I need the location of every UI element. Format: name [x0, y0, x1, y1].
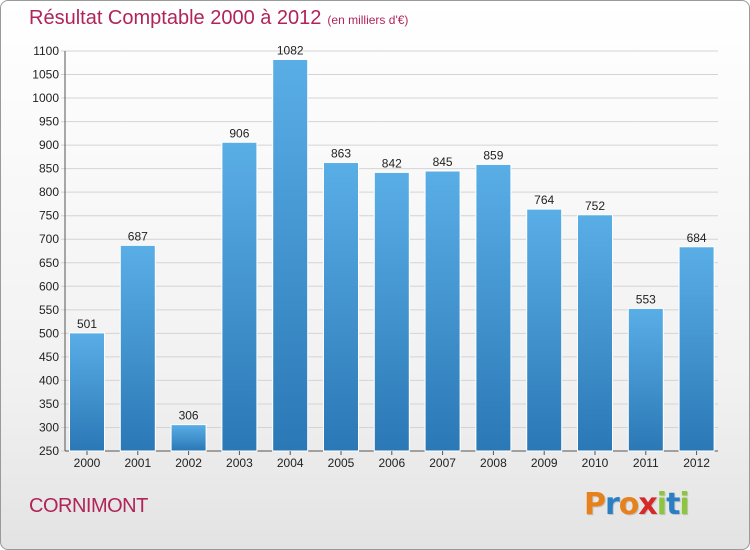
data-label-2002: 306	[179, 409, 199, 423]
y-tick-label: 700	[39, 232, 59, 246]
bar-2003	[221, 141, 258, 452]
data-labels: 501 687 306 906 1082 863 842 845 859 764 752 553 684	[77, 43, 707, 422]
data-label-2010: 752	[585, 199, 605, 213]
y-tick-label: 800	[39, 185, 59, 199]
y-tick-label: 1000	[32, 91, 59, 105]
proxiti-logo[interactable]: Proxiti	[584, 487, 690, 522]
y-tick-label: 400	[39, 373, 59, 387]
y-tick-label: 500	[39, 326, 59, 340]
y-tick-label: 950	[39, 115, 59, 129]
data-label-2000: 501	[77, 317, 97, 331]
y-tick-label: 900	[39, 138, 59, 152]
bar-2011	[627, 307, 664, 452]
logo-letter: P	[584, 487, 606, 522]
x-tick-label-2002: 2002	[175, 456, 202, 470]
y-tick-labels: 250 300 350 400 450 500 550 600 650 700 750 800 850 9…	[32, 44, 59, 458]
data-label-2009: 764	[534, 193, 554, 207]
y-tick-label: 1100	[33, 44, 59, 58]
data-label-2011: 553	[636, 292, 656, 306]
x-tick-label-2000: 2000	[74, 456, 101, 470]
data-label-2005: 863	[331, 147, 351, 161]
data-label-2006: 842	[382, 156, 402, 170]
bar-2008	[475, 163, 512, 452]
data-label-2008: 859	[483, 148, 503, 162]
y-tick-label: 350	[39, 397, 59, 411]
bar-2007	[424, 170, 461, 452]
y-tick-label: 650	[39, 256, 59, 270]
x-tick-label-2004: 2004	[277, 456, 304, 470]
x-tick-label-2006: 2006	[378, 456, 405, 470]
x-tick-label-2010: 2010	[582, 456, 609, 470]
x-tick-label-2001: 2001	[124, 456, 151, 470]
logo-letter: r	[605, 487, 620, 522]
bar-2002	[170, 424, 207, 452]
x-tick-label-2009: 2009	[531, 456, 558, 470]
x-tick-label-2003: 2003	[226, 456, 253, 470]
chart-title-text: Résultat Comptable 2000 à 2012	[29, 7, 322, 29]
x-tick-label-2012: 2012	[683, 456, 710, 470]
chart-title: Résultat Comptable 2000 à 2012 (en millie…	[29, 7, 408, 30]
bar-2010	[577, 214, 613, 452]
bar-2001	[119, 244, 156, 452]
y-tick-label: 1050	[32, 68, 59, 82]
logo-letter: t	[666, 487, 680, 522]
x-tick-label-2005: 2005	[328, 456, 355, 470]
x-tick-labels: 2000 2001 2002 2003 2004 2005 2006 2007 2008 2009…	[74, 451, 710, 470]
bar-2012	[678, 246, 715, 452]
bar-2000	[69, 332, 105, 452]
bars	[69, 58, 715, 452]
data-label-2004: 1082	[277, 43, 304, 57]
x-tick-label-2011: 2011	[633, 456, 659, 470]
y-tick-label: 750	[39, 209, 59, 223]
data-label-2001: 687	[128, 229, 148, 243]
y-tick-label: 450	[39, 350, 59, 364]
logo-letter: o	[618, 487, 640, 522]
y-tick-label: 550	[39, 303, 59, 317]
y-tick-label: 600	[39, 279, 59, 293]
data-label-2007: 845	[433, 155, 453, 169]
logo-letter: i	[679, 487, 689, 522]
bar-2005	[323, 162, 359, 452]
y-tick-label: 300	[39, 420, 59, 434]
x-tick-label-2008: 2008	[480, 456, 507, 470]
chart-subtitle: (en milliers d'€)	[327, 13, 409, 27]
bar-2006	[373, 171, 410, 452]
bar-2004	[272, 58, 309, 452]
logo-letter: x	[638, 487, 657, 522]
logo-letter: i	[656, 487, 667, 522]
data-label-2003: 906	[229, 126, 249, 140]
commune-name: CORNIMONT	[29, 495, 148, 517]
x-tick-label-2007: 2007	[429, 456, 456, 470]
data-label-2012: 684	[687, 231, 707, 245]
y-tick-label: 850	[39, 162, 59, 176]
bar-2009	[526, 208, 563, 452]
y-tick-label: 250	[39, 444, 59, 458]
